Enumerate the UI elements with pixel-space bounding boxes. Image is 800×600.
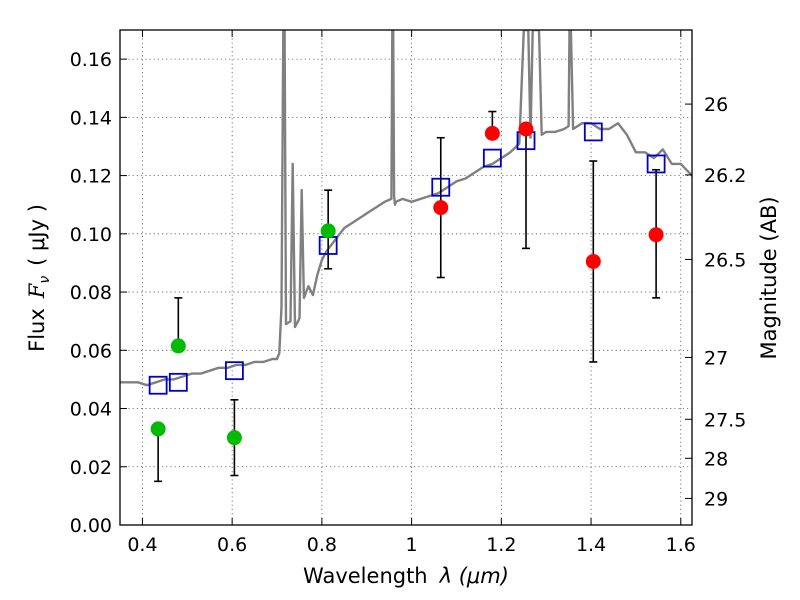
red-photometry-point xyxy=(433,200,449,216)
x-tick-label: 1.6 xyxy=(666,534,696,556)
x-tick-label: 1 xyxy=(406,534,418,556)
red-photometry-point xyxy=(648,227,664,243)
y2-tick-label: 26 xyxy=(704,94,728,116)
photometry-points xyxy=(150,121,664,446)
error-bars xyxy=(154,110,661,483)
model-spectrum-line xyxy=(120,30,692,387)
axis-ticks: 0.4 0.6 0.8 1 1.2 1.4 1.6 0.00 0.02 0.04 0.06 0.08 0… xyxy=(70,30,746,556)
green-photometry-point xyxy=(170,338,186,354)
model-photometry-box xyxy=(646,154,666,174)
green-photometry-point xyxy=(320,223,336,239)
y-tick-label: 0.04 xyxy=(70,399,112,421)
y-tick-label: 0.16 xyxy=(70,49,112,71)
model-spectrum-layer xyxy=(120,30,692,387)
red-photometry-point xyxy=(518,121,534,137)
y-tick-label: 0.10 xyxy=(70,224,112,246)
y2-tick-label: 27 xyxy=(704,347,728,369)
model-photometry-box xyxy=(482,148,502,168)
y2-tick-label: 28 xyxy=(704,448,728,470)
model-photometry-box xyxy=(224,361,244,381)
y2-tick-label: 29 xyxy=(704,488,728,510)
y2-tick-label: 26.5 xyxy=(704,249,746,271)
x-tick-label: 1.4 xyxy=(576,534,606,556)
y-tick-label: 0.08 xyxy=(70,282,112,304)
green-photometry-point xyxy=(226,430,242,446)
y-tick-label: 0.02 xyxy=(70,457,112,479)
y-axis-title: FluxFν( μJy ) xyxy=(25,204,53,352)
x-tick-label: 1.2 xyxy=(486,534,516,556)
model-photometry-box xyxy=(583,122,603,142)
y-tick-label: 0.12 xyxy=(70,166,112,188)
y-tick-label: 0.06 xyxy=(70,340,112,362)
plot-frame xyxy=(119,29,693,526)
x-axis-title: Wavelength λ (μm) xyxy=(303,564,509,588)
model-photometry-box xyxy=(148,375,168,395)
x-tick-label: 0.4 xyxy=(127,534,157,556)
green-photometry-point xyxy=(150,421,166,437)
y2-axis-title: Magnitude (AB) xyxy=(757,196,781,359)
model-photometry-box xyxy=(431,177,451,197)
y-tick-label: 0.14 xyxy=(70,107,112,129)
red-photometry-point xyxy=(484,125,500,141)
red-photometry-point xyxy=(585,253,601,269)
model-photometry-box xyxy=(168,372,188,392)
y-tick-label: 0.00 xyxy=(70,515,112,537)
grid xyxy=(120,30,692,526)
y2-tick-label: 26.2 xyxy=(704,165,746,187)
x-tick-label: 0.8 xyxy=(307,534,337,556)
x-tick-label: 0.6 xyxy=(217,534,247,556)
y2-tick-label: 27.5 xyxy=(704,409,746,431)
